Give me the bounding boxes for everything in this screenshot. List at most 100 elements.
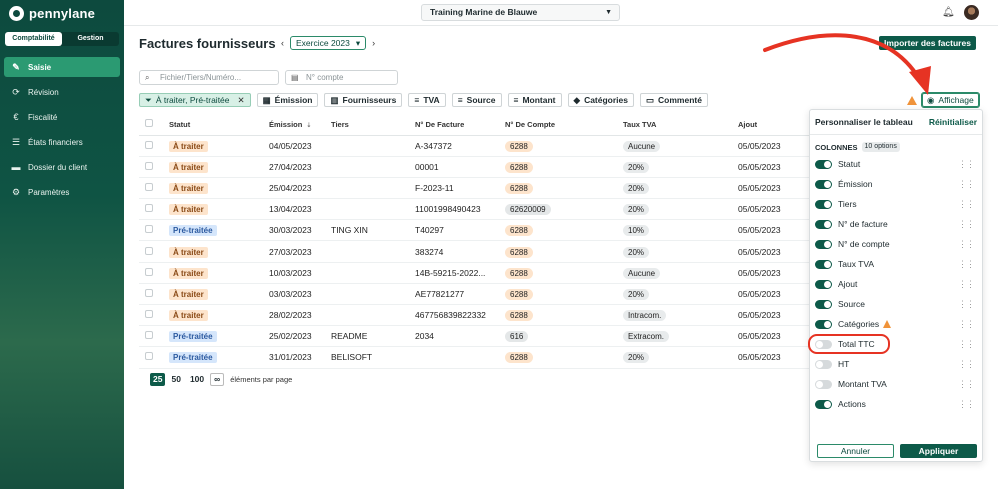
page-size-all[interactable]: ∞ <box>210 373 225 386</box>
row-checkbox-cell[interactable] <box>139 325 169 348</box>
filter-source[interactable]: ≡ Source <box>451 93 502 107</box>
filter-commente[interactable]: ▭ Commenté <box>640 93 708 107</box>
row-checkbox-cell[interactable] <box>139 177 169 200</box>
toggle-switch[interactable] <box>815 199 832 209</box>
toggle-switch[interactable] <box>815 279 832 289</box>
table-row[interactable]: À traiter 13/04/2023 11001998490423 6262000… <box>139 198 809 221</box>
drag-handle-icon[interactable]: ⋮⋮ <box>958 159 975 169</box>
row-checkbox[interactable] <box>145 161 153 170</box>
tab-gestion[interactable]: Gestion <box>77 35 104 42</box>
sidebar-item-fiscalite[interactable]: € Fiscalité <box>4 107 120 127</box>
table-row[interactable]: Pré-traitée 30/03/2023 TING XIN T40297 6288 1… <box>139 219 809 242</box>
header-checkbox[interactable] <box>139 114 169 136</box>
filter-emission[interactable]: ▦ Émission <box>256 93 319 107</box>
filter-categories[interactable]: ◆ Catégories <box>567 93 634 107</box>
column-toggle-row[interactable]: Tiers ⋮⋮ <box>810 194 982 214</box>
column-toggle-row[interactable]: Actions ⋮⋮ <box>810 394 982 414</box>
row-checkbox[interactable] <box>145 246 153 255</box>
row-checkbox[interactable] <box>145 267 153 276</box>
affichage-button[interactable]: ◉ Affichage <box>921 92 980 108</box>
tab-comptabilite[interactable]: Comptabilité <box>5 32 62 46</box>
row-checkbox-cell[interactable] <box>139 135 169 157</box>
table-row[interactable]: À traiter 27/04/2023 00001 6288 20% 05/05/202… <box>139 156 809 178</box>
column-toggle-row[interactable]: Ajout ⋮⋮ <box>810 274 982 294</box>
select-all-checkbox[interactable] <box>145 119 153 128</box>
cancel-button[interactable]: Annuler <box>817 444 894 458</box>
drag-handle-icon[interactable]: ⋮⋮ <box>958 379 975 389</box>
chevron-right-icon[interactable]: › <box>372 38 376 48</box>
drag-handle-icon[interactable]: ⋮⋮ <box>958 179 975 189</box>
toggle-switch[interactable] <box>815 299 832 309</box>
row-checkbox[interactable] <box>145 204 153 213</box>
avatar[interactable] <box>964 5 979 20</box>
year-select[interactable]: Exercice 2023 ▾ <box>290 36 367 50</box>
row-checkbox[interactable] <box>145 225 153 234</box>
filter-tva[interactable]: ≡ TVA <box>408 93 446 107</box>
column-toggle-row[interactable]: Catégories ⋮⋮ <box>810 314 982 334</box>
column-toggle-row[interactable]: Total TTC ⋮⋮ <box>810 334 982 354</box>
table-row[interactable]: À traiter 10/03/2023 14B-59215-2022... 6288… <box>139 262 809 284</box>
row-checkbox[interactable] <box>145 182 153 191</box>
toggle-switch[interactable] <box>815 339 832 349</box>
column-toggle-row[interactable]: Émission ⋮⋮ <box>810 174 982 194</box>
reset-button[interactable]: Réinitialiser <box>928 117 977 127</box>
drag-handle-icon[interactable]: ⋮⋮ <box>958 359 975 369</box>
drag-handle-icon[interactable]: ⋮⋮ <box>958 199 975 209</box>
header-tiers[interactable]: Tiers <box>331 114 415 136</box>
company-select[interactable]: Training Marine de Blauwe ▼ <box>421 4 620 21</box>
header-emission[interactable]: Émission ⇣ <box>269 114 331 136</box>
drag-handle-icon[interactable]: ⋮⋮ <box>958 299 975 309</box>
drag-handle-icon[interactable]: ⋮⋮ <box>958 399 975 409</box>
sidebar-item-revision[interactable]: ⟳ Révision <box>4 82 120 102</box>
table-row[interactable]: À traiter 25/04/2023 F-2023-11 6288 20% 05/05… <box>139 177 809 200</box>
row-checkbox-cell[interactable] <box>139 240 169 263</box>
drag-handle-icon[interactable]: ⋮⋮ <box>958 219 975 229</box>
chevron-left-icon[interactable]: ‹ <box>281 38 284 48</box>
bell-icon[interactable]: 🔔︎ <box>942 7 955 18</box>
header-facture[interactable]: N° De Facture <box>415 114 505 136</box>
toggle-switch[interactable] <box>815 239 832 249</box>
sidebar-item-etats-financiers[interactable]: ☰ États financiers <box>4 132 120 152</box>
apply-button[interactable]: Appliquer <box>900 444 977 458</box>
close-icon[interactable]: ✕ <box>237 95 245 105</box>
column-toggle-row[interactable]: Statut ⋮⋮ <box>810 154 982 174</box>
sidebar-item-saisie[interactable]: ✎ Saisie <box>4 57 120 77</box>
filter-montant[interactable]: ≡ Montant <box>507 93 562 107</box>
column-toggle-row[interactable]: N° de facture ⋮⋮ <box>810 214 982 234</box>
filter-status[interactable]: ⏷ À traiter, Pré-traitée ✕ <box>139 93 251 107</box>
header-ajout[interactable]: Ajout <box>738 114 809 136</box>
table-row[interactable]: À traiter 28/02/2023 467756839822332 6288 In… <box>139 304 809 327</box>
header-tva[interactable]: Taux TVA <box>623 114 738 136</box>
drag-handle-icon[interactable]: ⋮⋮ <box>958 319 975 329</box>
row-checkbox-cell[interactable] <box>139 198 169 221</box>
column-toggle-row[interactable]: Source ⋮⋮ <box>810 294 982 314</box>
toggle-switch[interactable] <box>815 259 832 269</box>
row-checkbox[interactable] <box>145 288 153 297</box>
row-checkbox[interactable] <box>145 352 153 361</box>
column-toggle-row[interactable]: Montant TVA ⋮⋮ <box>810 374 982 394</box>
table-row[interactable]: À traiter 04/05/2023 A-347372 6288 Aucune 05/… <box>139 135 809 157</box>
search-input[interactable]: ⌕ Fichier/Tiers/Numéro... <box>139 70 279 85</box>
column-toggle-row[interactable]: N° de compte ⋮⋮ <box>810 234 982 254</box>
row-checkbox-cell[interactable] <box>139 304 169 327</box>
toggle-switch[interactable] <box>815 399 832 409</box>
brand[interactable]: pennylane <box>0 0 124 26</box>
row-checkbox[interactable] <box>145 140 153 149</box>
row-checkbox-cell[interactable] <box>139 219 169 242</box>
toggle-switch[interactable] <box>815 219 832 229</box>
sidebar-item-parametres[interactable]: ⚙ Paramètres <box>4 182 120 202</box>
account-number-input[interactable]: ▤ N° compte <box>285 70 398 85</box>
drag-handle-icon[interactable]: ⋮⋮ <box>958 259 975 269</box>
toggle-switch[interactable] <box>815 179 832 189</box>
page-size-50[interactable]: 50 <box>171 374 181 384</box>
drag-handle-icon[interactable]: ⋮⋮ <box>958 279 975 289</box>
row-checkbox-cell[interactable] <box>139 262 169 284</box>
sort-icon[interactable]: ⇣ <box>306 122 312 129</box>
import-invoices-button[interactable]: Importer des factures <box>879 36 976 50</box>
row-checkbox[interactable] <box>145 310 153 319</box>
column-toggle-row[interactable]: HT ⋮⋮ <box>810 354 982 374</box>
header-statut[interactable]: Statut <box>169 114 269 136</box>
page-size-25[interactable]: 25 <box>150 373 166 386</box>
table-row[interactable]: À traiter 27/03/2023 383274 6288 20% 05/05/20… <box>139 240 809 263</box>
header-compte[interactable]: N° De Compte <box>505 114 623 136</box>
